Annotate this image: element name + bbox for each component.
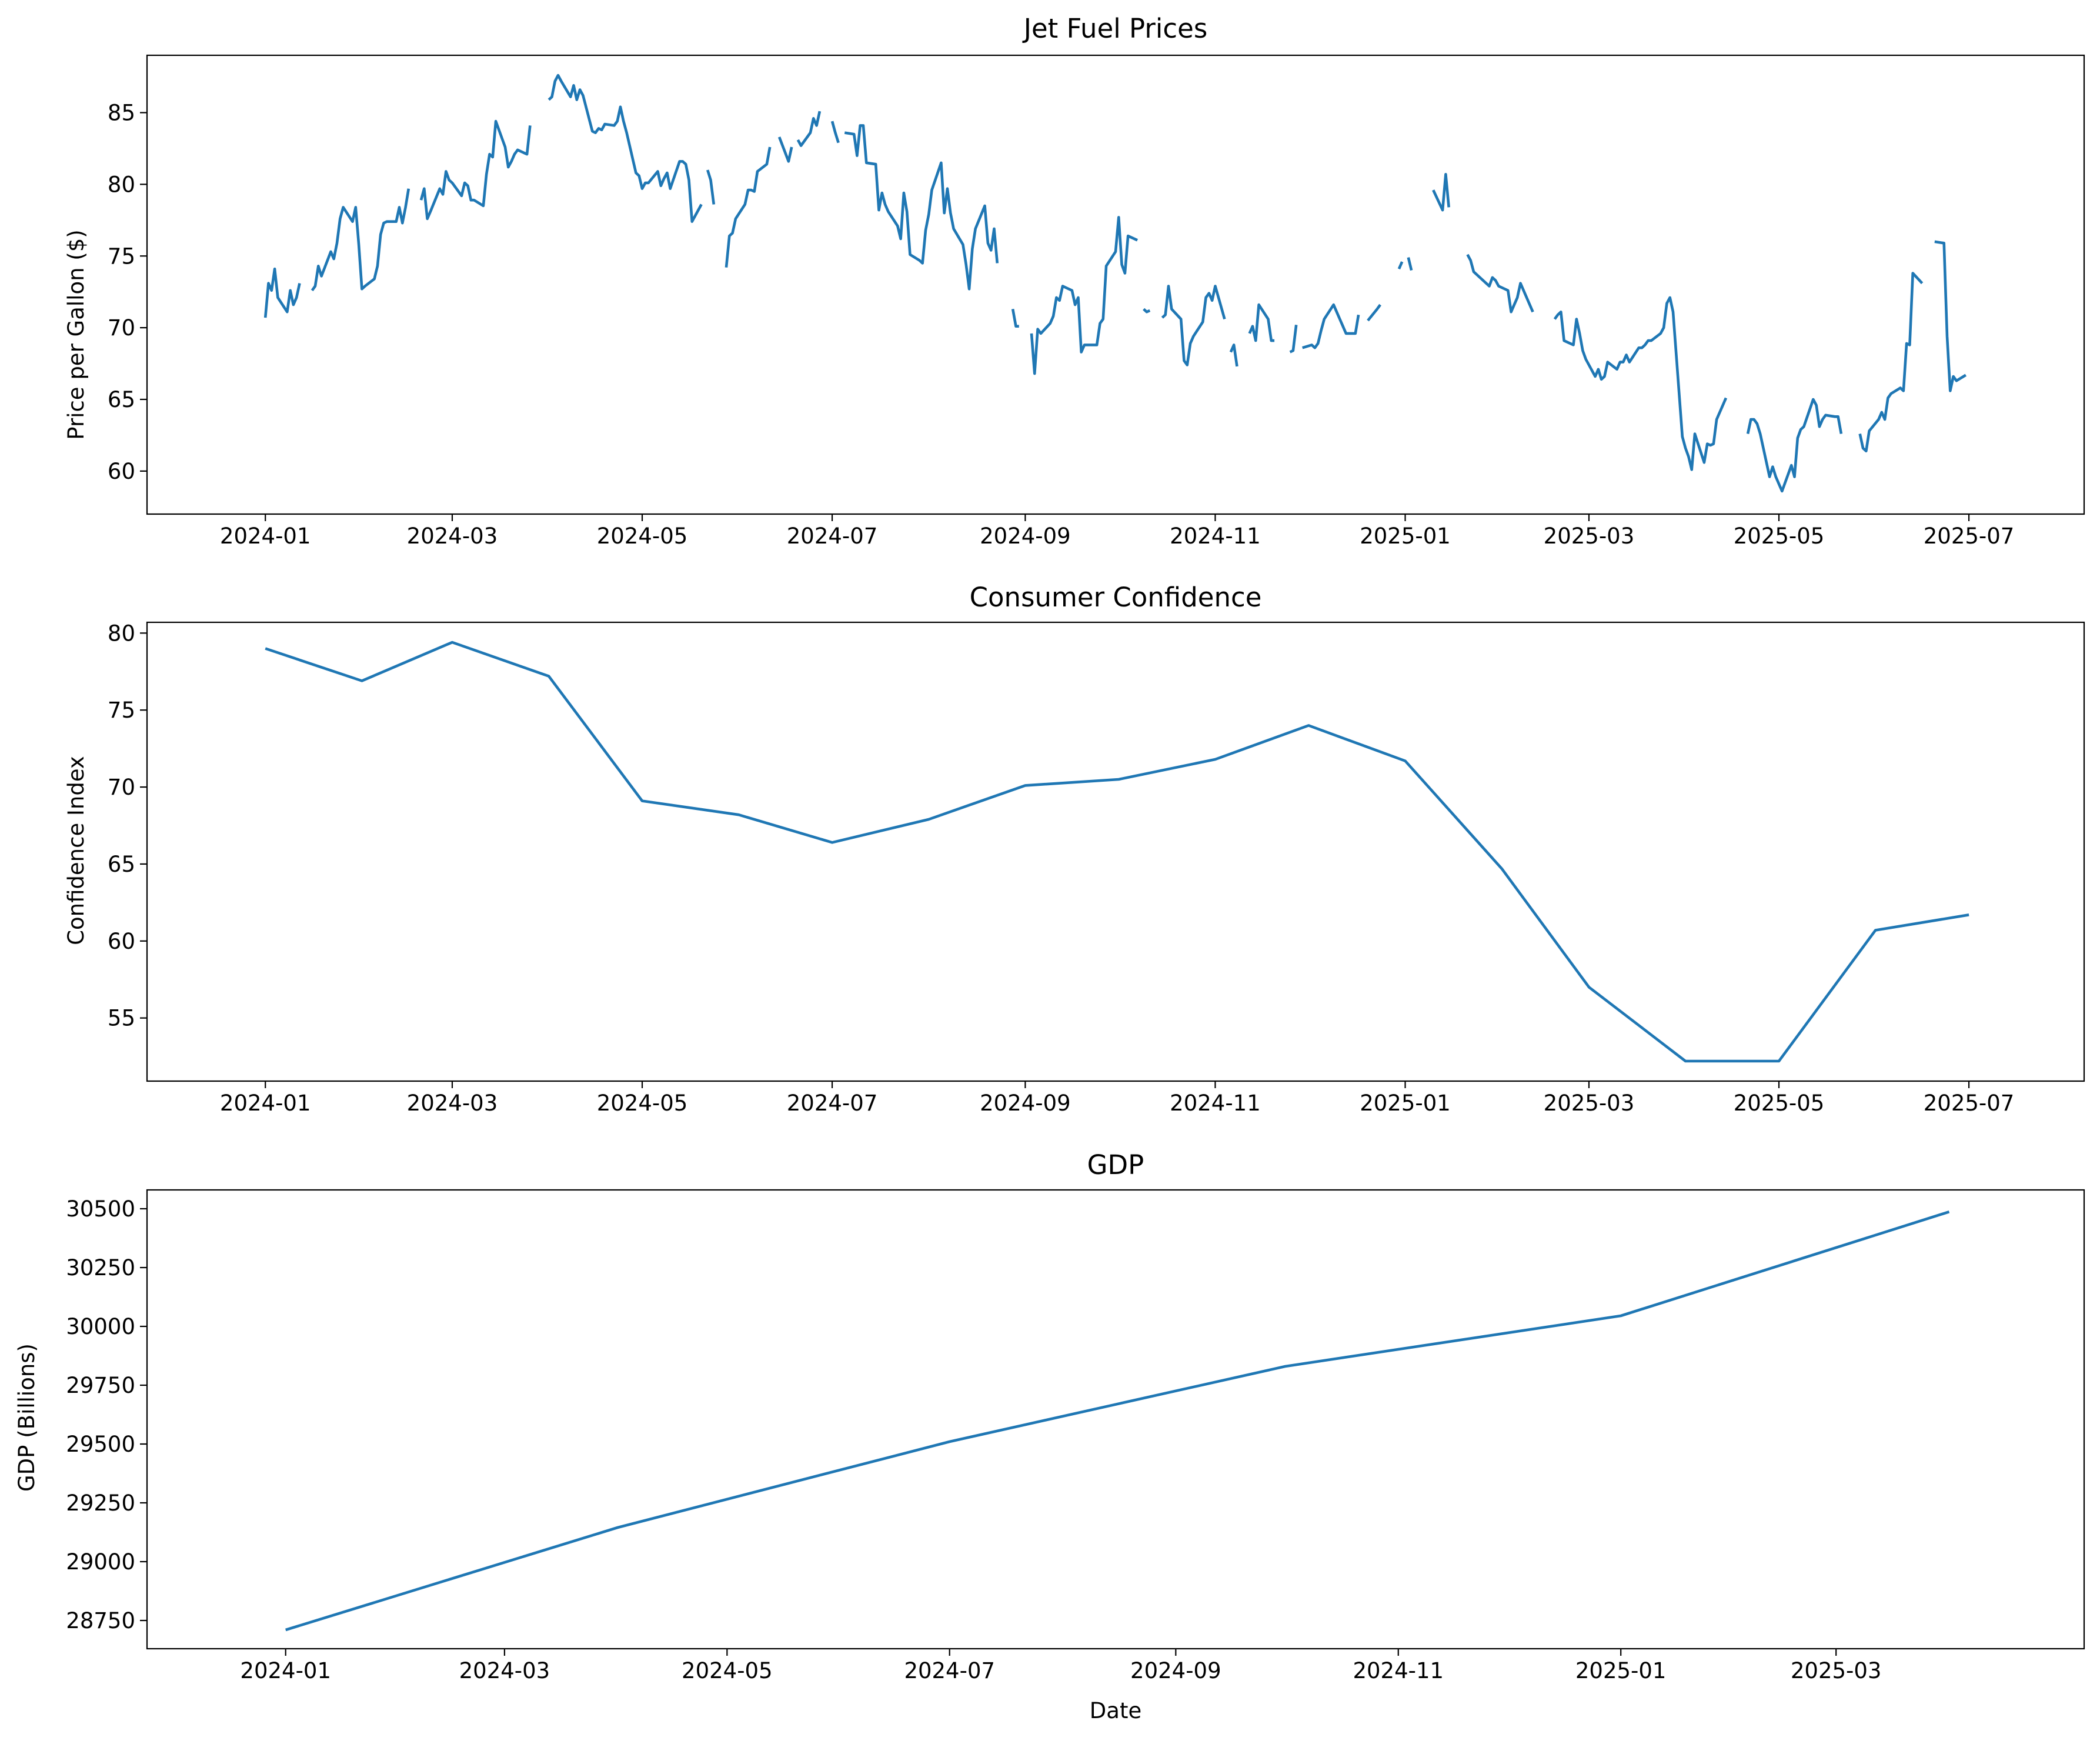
series-line-segment [1466, 254, 1534, 314]
x-tick-label: 2025-03 [1544, 1091, 1635, 1116]
series-line-segment [1289, 325, 1298, 354]
tick-layer: 2024-01 2024-03 2024-05 2024-07 2024-09 2024-… [108, 621, 2014, 1116]
x-tick-label: 2024-11 [1170, 523, 1261, 549]
y-tick-label: 65 [108, 387, 135, 412]
x-tick-label: 2024-03 [459, 1658, 550, 1683]
y-tick-label: 29250 [66, 1490, 135, 1516]
plot-area [265, 641, 1969, 1063]
series-line-segment [1229, 344, 1238, 367]
tick-layer: 2024-01 2024-03 2024-05 2024-07 2024-09 2024-… [66, 1196, 1881, 1683]
y-tick-label: 29000 [66, 1549, 135, 1575]
series-line-segment [844, 124, 999, 291]
series-line-segment [830, 121, 840, 144]
x-tick-label: 2024-05 [597, 523, 688, 549]
jet-fuel-prices-chart: Jet Fuel Prices Price per Gallon ($) 202… [64, 13, 2085, 549]
x-tick-label: 2025-07 [1924, 523, 2015, 549]
series-line-segment [1302, 303, 1360, 349]
series-line-segment [311, 188, 410, 292]
x-tick-label: 2024-11 [1170, 1091, 1261, 1116]
x-tick-label: 2024-11 [1353, 1658, 1444, 1683]
series-line-segment [1143, 308, 1151, 314]
x-tick-label: 2025-01 [1360, 523, 1451, 549]
y-tick-label: 60 [108, 929, 135, 954]
tick-layer: 2024-01 2024-03 2024-05 2024-07 2024-09 2024-… [108, 101, 2014, 549]
x-tick-label: 2024-09 [980, 523, 1071, 549]
x-tick-label: 2024-01 [240, 1658, 331, 1683]
y-tick-label: 75 [108, 244, 135, 269]
series-line-segment [1858, 272, 1924, 453]
x-tick-label: 2024-05 [597, 1091, 688, 1116]
x-tick-label: 2024-09 [980, 1091, 1071, 1116]
series-line-segment [547, 74, 703, 224]
y-tick-label: 65 [108, 852, 135, 877]
x-tick-label: 2025-01 [1360, 1091, 1451, 1116]
y-tick-label: 60 [108, 459, 135, 484]
chart-title: GDP [1087, 1149, 1144, 1181]
series-line-segment [419, 119, 532, 221]
y-tick-label: 30500 [66, 1196, 135, 1222]
series-line-segment [796, 111, 822, 147]
series-line-segment [285, 1211, 1950, 1632]
x-tick-label: 2024-09 [1130, 1658, 1221, 1683]
axes-frame [146, 621, 2085, 1082]
y-tick-label: 30250 [66, 1255, 135, 1281]
y-tick-label: 85 [108, 101, 135, 126]
series-line-segment [1432, 172, 1450, 212]
y-tick-label: 70 [108, 775, 135, 800]
y-tick-label: 80 [108, 621, 135, 646]
series-line-segment [263, 267, 301, 318]
plot-area [285, 1211, 1950, 1632]
series-line-segment [725, 146, 772, 268]
series-line-segment [1011, 308, 1019, 328]
x-tick-label: 2025-01 [1575, 1658, 1667, 1683]
series-line-segment [706, 169, 716, 205]
y-tick-label: 29750 [66, 1373, 135, 1398]
x-tick-label: 2024-07 [787, 1091, 878, 1116]
series-line-segment [265, 641, 1969, 1063]
x-axis-label: Date [1090, 1698, 1141, 1723]
y-axis-label: Confidence Index [64, 756, 89, 945]
consumer-confidence-chart: Consumer Confidence Confidence Index 202… [64, 582, 2085, 1116]
y-tick-label: 55 [108, 1006, 135, 1031]
x-tick-label: 2024-01 [220, 523, 311, 549]
axes-frame [146, 1189, 2085, 1650]
series-line-segment [1161, 285, 1226, 366]
plot-area [263, 74, 1967, 493]
series-line-segment [1553, 296, 1728, 471]
y-tick-label: 80 [108, 172, 135, 197]
chart-title: Consumer Confidence [970, 582, 1262, 613]
x-tick-label: 2025-05 [1734, 523, 1825, 549]
x-tick-label: 2024-05 [682, 1658, 773, 1683]
series-line-segment [777, 136, 793, 163]
x-tick-label: 2025-03 [1791, 1658, 1882, 1683]
x-tick-label: 2024-07 [904, 1658, 995, 1683]
x-tick-label: 2024-01 [220, 1091, 311, 1116]
x-tick-label: 2024-03 [407, 1091, 498, 1116]
y-tick-label: 70 [108, 315, 135, 341]
gdp-chart: GDP GDP (Billions) Date 2024-01 2024-03 20… [14, 1149, 2085, 1723]
x-tick-label: 2025-03 [1544, 523, 1635, 549]
axes-frame [146, 54, 2085, 515]
series-line-segment [1248, 303, 1275, 342]
x-tick-label: 2025-07 [1924, 1091, 2015, 1116]
series-line-segment [1934, 240, 1967, 392]
y-tick-label: 75 [108, 698, 135, 723]
y-tick-label: 30000 [66, 1314, 135, 1339]
x-tick-label: 2024-03 [407, 523, 498, 549]
y-axis-label: Price per Gallon ($) [64, 229, 89, 439]
y-tick-label: 29500 [66, 1432, 135, 1457]
chart-title: Jet Fuel Prices [1022, 13, 1208, 44]
series-line-segment [1407, 257, 1413, 271]
x-tick-label: 2024-07 [787, 523, 878, 549]
y-axis-label: GDP (Billions) [14, 1343, 39, 1492]
series-line-segment [1030, 216, 1139, 375]
x-tick-label: 2025-05 [1734, 1091, 1825, 1116]
series-line-segment [1367, 304, 1381, 322]
series-line-segment [1397, 261, 1404, 270]
y-tick-label: 28750 [66, 1608, 135, 1633]
series-line-segment [1746, 398, 1843, 493]
